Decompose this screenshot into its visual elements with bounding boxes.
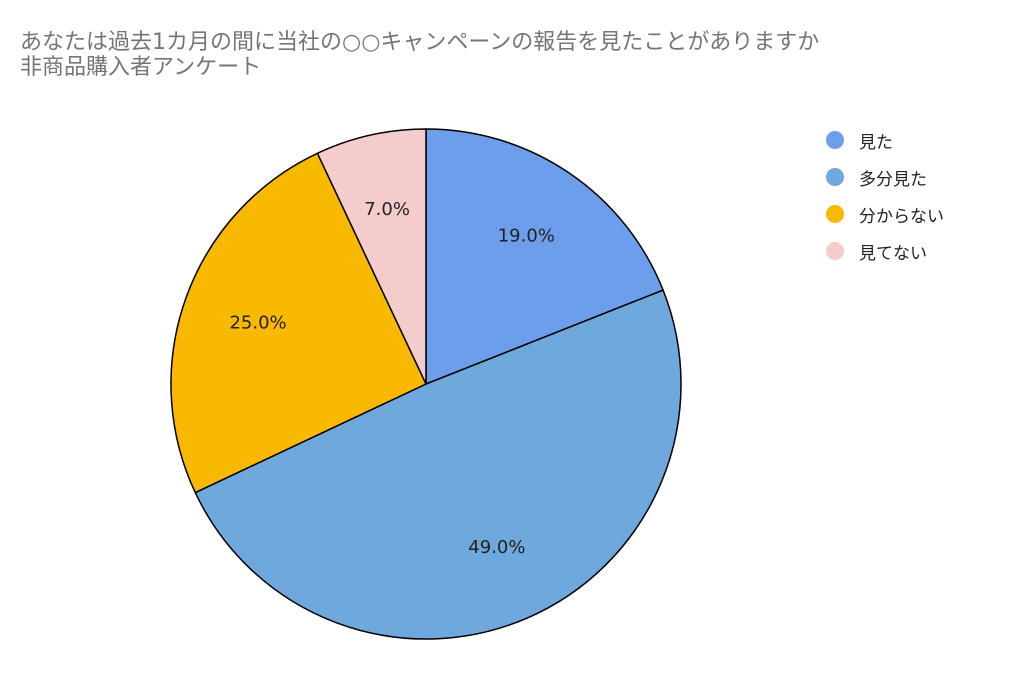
legend-swatch [826,242,844,260]
pie-slice[interactable] [170,152,427,494]
slice-label: 49.0% [468,537,525,558]
slice-label: 19.0% [498,225,555,246]
legend-label: 見てない [859,243,927,264]
chart-subtitle: 非商品購入者アンケート [20,55,262,80]
legend-swatch [826,168,844,186]
legend-swatch [826,131,844,149]
pie-slice[interactable] [316,128,427,385]
legend-label: 見た [859,132,893,153]
chart-title: あなたは過去1カ月の間に当社の○○キャンペーンの報告を見たことがありますか [20,30,820,55]
legend-item[interactable]: 見た [826,127,944,153]
slice-label: 7.0% [364,199,410,220]
legend-label: 多分見た [859,169,927,190]
legend: 見た 多分見た 分からない 見てない [826,127,944,275]
chart-title-block: あなたは過去1カ月の間に当社の○○キャンペーンの報告を見たことがありますか 非商… [20,30,1000,80]
legend-swatch [826,205,844,223]
legend-item[interactable]: 分からない [826,201,944,227]
pie-slice[interactable] [194,289,682,640]
legend-item[interactable]: 多分見た [826,164,944,190]
slice-label: 25.0% [229,313,286,334]
legend-item[interactable]: 見てない [826,238,944,264]
pie-slice[interactable] [425,128,665,386]
legend-label: 分からない [859,206,944,227]
